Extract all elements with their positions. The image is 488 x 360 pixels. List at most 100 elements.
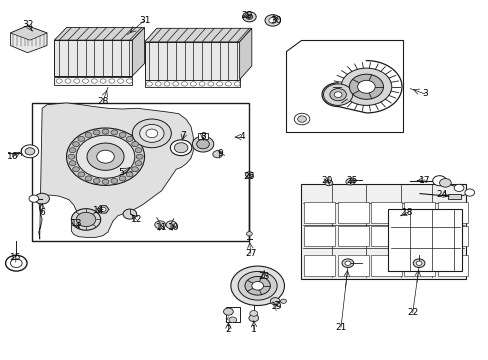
Text: 2: 2	[225, 325, 231, 334]
Text: 3: 3	[421, 89, 427, 98]
Circle shape	[181, 82, 187, 86]
Circle shape	[192, 136, 213, 152]
Circle shape	[344, 261, 350, 265]
Polygon shape	[300, 184, 466, 279]
Bar	[337, 255, 368, 276]
Circle shape	[76, 212, 96, 226]
Circle shape	[297, 116, 306, 122]
Bar	[337, 202, 368, 223]
Text: 15: 15	[10, 253, 21, 262]
Circle shape	[268, 18, 276, 23]
Circle shape	[412, 259, 424, 267]
Text: 4: 4	[239, 132, 244, 141]
Bar	[54, 40, 132, 76]
Polygon shape	[97, 206, 109, 213]
Text: 7: 7	[180, 131, 186, 140]
Circle shape	[56, 79, 62, 83]
Circle shape	[146, 129, 158, 138]
Text: 6: 6	[39, 208, 45, 217]
Circle shape	[249, 311, 257, 316]
Polygon shape	[132, 28, 144, 76]
Circle shape	[357, 80, 374, 93]
Bar	[404, 226, 434, 246]
Circle shape	[333, 92, 341, 98]
Circle shape	[439, 179, 450, 187]
Circle shape	[453, 184, 463, 192]
Circle shape	[131, 167, 138, 172]
Circle shape	[172, 82, 178, 86]
Text: 12: 12	[130, 215, 142, 224]
Circle shape	[234, 82, 240, 86]
Circle shape	[228, 317, 236, 323]
Circle shape	[464, 189, 474, 196]
Circle shape	[100, 207, 106, 212]
Circle shape	[216, 82, 222, 86]
Text: 30: 30	[270, 16, 282, 25]
Text: 19: 19	[270, 302, 282, 311]
Text: 24: 24	[435, 190, 447, 199]
Circle shape	[119, 176, 126, 181]
Bar	[337, 226, 368, 246]
Text: 31: 31	[139, 16, 150, 25]
Bar	[404, 202, 434, 223]
Circle shape	[109, 79, 115, 83]
Circle shape	[123, 209, 137, 219]
Circle shape	[340, 68, 391, 105]
Text: 10: 10	[168, 223, 179, 232]
Circle shape	[432, 176, 446, 186]
Bar	[54, 77, 132, 85]
Circle shape	[66, 128, 144, 185]
Text: 20: 20	[321, 176, 332, 185]
Circle shape	[199, 82, 204, 86]
Circle shape	[238, 271, 277, 300]
Circle shape	[244, 276, 270, 295]
Text: 9: 9	[217, 149, 223, 158]
Circle shape	[111, 130, 118, 135]
Circle shape	[207, 82, 213, 86]
Circle shape	[21, 145, 39, 158]
Text: 8: 8	[200, 132, 205, 141]
Circle shape	[136, 154, 143, 159]
Circle shape	[140, 125, 163, 142]
Circle shape	[85, 176, 92, 181]
Circle shape	[131, 141, 138, 147]
Circle shape	[230, 266, 284, 306]
Circle shape	[348, 74, 383, 99]
Circle shape	[155, 82, 161, 86]
Circle shape	[72, 167, 79, 172]
Circle shape	[132, 119, 171, 148]
Text: 25: 25	[346, 176, 357, 185]
Circle shape	[251, 282, 263, 290]
Bar	[447, 194, 460, 199]
Text: 23: 23	[258, 272, 269, 281]
Circle shape	[155, 221, 165, 229]
Circle shape	[78, 136, 84, 141]
Text: 16: 16	[7, 152, 19, 161]
Circle shape	[29, 195, 39, 202]
Circle shape	[126, 136, 133, 141]
Circle shape	[245, 172, 253, 177]
Circle shape	[146, 82, 152, 86]
Circle shape	[97, 150, 114, 163]
Circle shape	[25, 148, 35, 155]
Text: 5: 5	[119, 168, 124, 177]
Circle shape	[245, 14, 252, 19]
Circle shape	[65, 79, 71, 83]
Bar	[437, 226, 468, 246]
Circle shape	[329, 89, 346, 101]
Circle shape	[323, 84, 352, 105]
Text: 21: 21	[335, 323, 346, 332]
Circle shape	[100, 79, 106, 83]
Circle shape	[225, 82, 231, 86]
Circle shape	[93, 130, 100, 135]
Text: 22: 22	[407, 308, 418, 317]
Circle shape	[135, 161, 142, 166]
Bar	[437, 255, 468, 276]
Circle shape	[242, 12, 256, 22]
Circle shape	[135, 148, 142, 153]
Circle shape	[111, 179, 118, 184]
Circle shape	[102, 179, 109, 184]
Text: 18: 18	[401, 208, 413, 217]
Bar	[387, 209, 462, 271]
Circle shape	[223, 308, 233, 315]
